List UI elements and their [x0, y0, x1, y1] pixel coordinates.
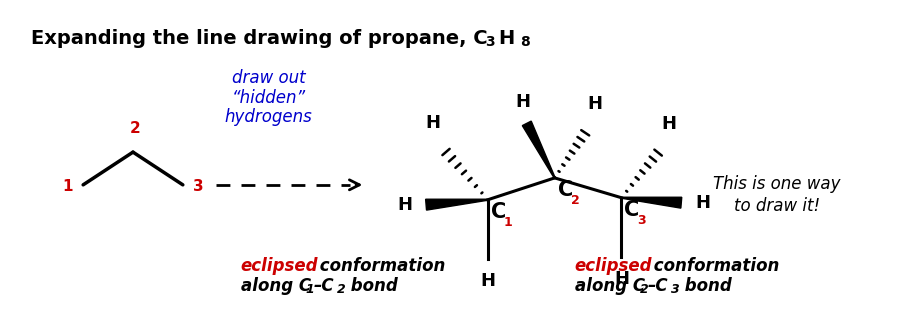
Text: H: H [586, 95, 601, 114]
Text: C: C [490, 202, 506, 222]
Text: “hidden”: “hidden” [231, 89, 305, 107]
Text: Expanding the line drawing of propane, C: Expanding the line drawing of propane, C [32, 29, 488, 48]
Text: draw out: draw out [231, 69, 305, 87]
Text: 3: 3 [637, 213, 646, 227]
Text: 1: 1 [305, 283, 314, 296]
Text: bond: bond [345, 277, 397, 295]
Text: H: H [613, 270, 628, 288]
Text: bond: bond [678, 277, 731, 295]
Text: eclipsed: eclipsed [240, 257, 318, 275]
Text: 8: 8 [519, 35, 529, 49]
Text: 2: 2 [337, 283, 346, 296]
Text: H: H [498, 29, 514, 48]
Text: conformation: conformation [314, 257, 445, 275]
Text: H: H [396, 196, 412, 214]
Text: H: H [694, 194, 710, 212]
Text: 3: 3 [671, 283, 679, 296]
Text: H: H [425, 114, 440, 132]
Text: 1: 1 [503, 215, 512, 228]
Text: This is one way: This is one way [712, 175, 840, 193]
Polygon shape [425, 199, 488, 210]
Text: H: H [661, 115, 676, 133]
Text: H: H [515, 94, 530, 112]
Text: 2: 2 [129, 121, 140, 136]
Text: 2: 2 [570, 194, 579, 207]
Text: C: C [624, 200, 639, 220]
Text: –C: –C [647, 277, 667, 295]
Text: 3: 3 [484, 35, 494, 49]
Text: 3: 3 [192, 179, 203, 194]
Text: along C: along C [574, 277, 644, 295]
Text: along C: along C [240, 277, 311, 295]
Polygon shape [522, 121, 554, 178]
Text: conformation: conformation [647, 257, 779, 275]
Text: 1: 1 [62, 179, 73, 194]
Text: –C: –C [313, 277, 334, 295]
Text: 2: 2 [638, 283, 647, 296]
Polygon shape [620, 197, 681, 208]
Text: C: C [557, 180, 573, 200]
Text: H: H [479, 272, 495, 290]
Text: hydrogens: hydrogens [225, 109, 312, 126]
Text: to draw it!: to draw it! [733, 197, 819, 215]
Text: eclipsed: eclipsed [574, 257, 651, 275]
